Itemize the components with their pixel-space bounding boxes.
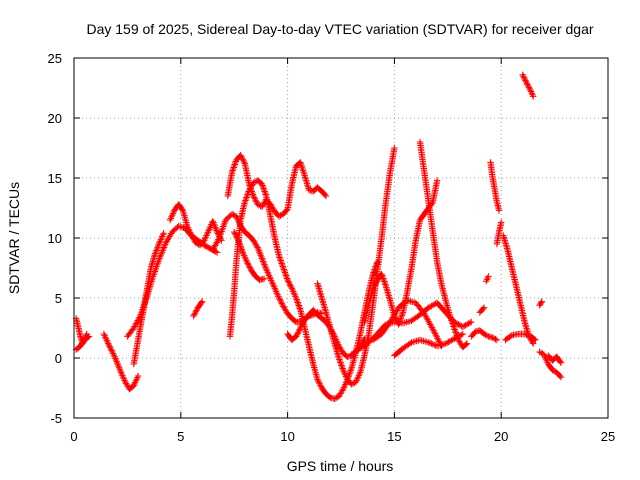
y-axis-label: SDTVAR / TECUs [6, 182, 22, 294]
series-arc-16 [369, 297, 445, 350]
marker-trace [468, 327, 501, 344]
series-arc-12 [284, 309, 325, 344]
marker-trace [100, 330, 142, 393]
series-arc-29 [545, 352, 565, 366]
marker-trace [536, 298, 545, 309]
marker-trace [226, 177, 381, 402]
series-arc-3 [100, 330, 142, 393]
y-tick-label: 5 [55, 291, 62, 306]
marker-trace [190, 298, 206, 320]
marker-trace [369, 297, 445, 350]
series-arc-2 [72, 333, 93, 353]
series-arc-27 [536, 298, 545, 309]
marker-trace [231, 228, 268, 284]
series-arc-24 [500, 232, 537, 347]
marker-trace [536, 348, 565, 381]
x-tick-label: 20 [494, 429, 508, 444]
chart-title: Day 159 of 2025, Sidereal Day-to-day VTE… [86, 21, 593, 37]
series-arc-5 [130, 230, 167, 368]
marker-trace [500, 232, 537, 347]
series-arc-6 [166, 201, 225, 249]
x-tick-label: 25 [601, 429, 615, 444]
series-arc-7 [190, 298, 206, 320]
marker-trace [502, 330, 539, 344]
series-arc-10 [226, 177, 381, 402]
y-tick-label: 25 [48, 51, 62, 66]
marker-trace [545, 352, 565, 366]
series-arc-26 [519, 71, 537, 100]
series-arc-28 [536, 348, 565, 381]
series-arc-23 [493, 219, 505, 248]
y-tick-label: 0 [55, 351, 62, 366]
marker-trace [416, 138, 471, 351]
x-tick-label: 0 [70, 429, 77, 444]
series-arc-21 [483, 273, 492, 285]
y-tick-label: 20 [48, 111, 62, 126]
x-tick-label: 10 [280, 429, 294, 444]
series-arc-11 [231, 228, 268, 284]
marker-trace [284, 309, 325, 344]
y-tick-label: 15 [48, 171, 62, 186]
series-arc-9 [224, 152, 330, 220]
marker-trace [519, 71, 537, 100]
series-arc-18 [416, 138, 471, 351]
series-arc-22 [487, 159, 503, 214]
series-arc-20 [476, 304, 488, 316]
marker-trace [130, 230, 167, 368]
data-marks [72, 71, 565, 402]
y-tick-label: 10 [48, 231, 62, 246]
marker-trace [166, 201, 225, 249]
y-tick-label: -5 [50, 411, 62, 426]
axis-ticks: 0 5 10 15 20 25 -5 0 5 10 15 20 25 [48, 51, 616, 444]
series-arc-25 [502, 330, 539, 344]
x-tick-label: 15 [387, 429, 401, 444]
marker-trace [476, 304, 488, 316]
series-arc-19 [468, 327, 501, 344]
marker-trace [224, 152, 330, 220]
marker-trace [72, 333, 93, 353]
marker-trace [483, 273, 492, 285]
x-axis-label: GPS time / hours [287, 458, 394, 474]
marker-trace [487, 159, 503, 214]
x-tick-label: 5 [177, 429, 184, 444]
marker-trace [493, 219, 505, 248]
